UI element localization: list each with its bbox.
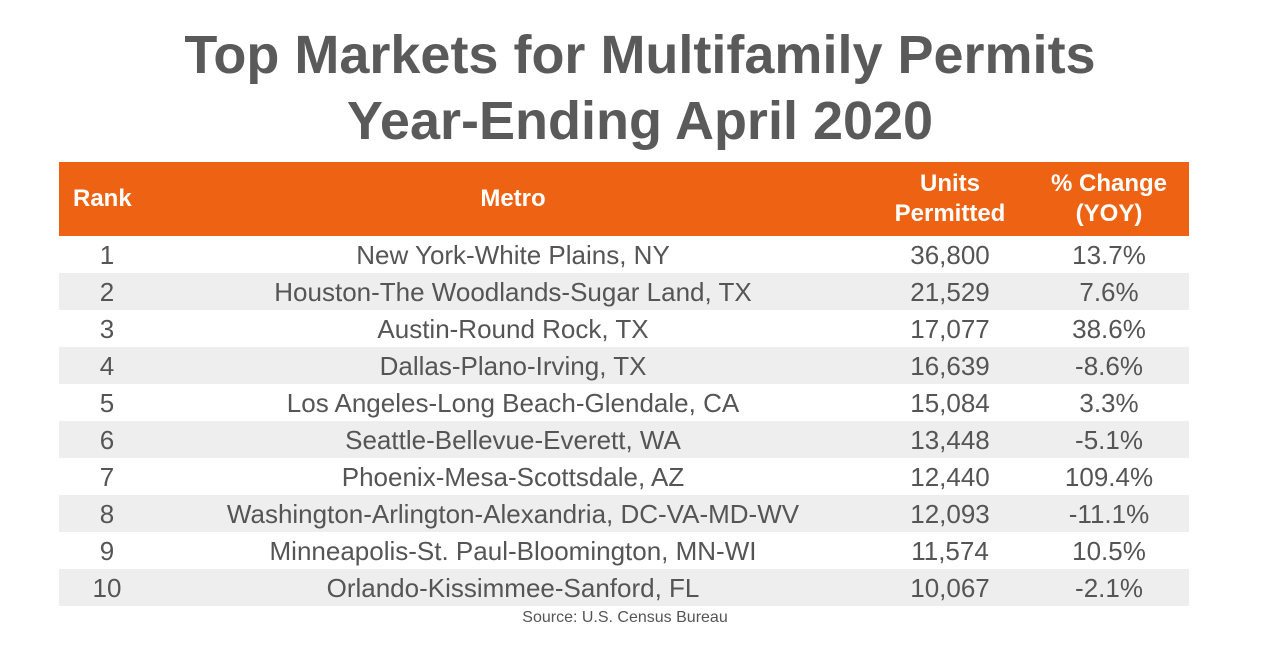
cell-rank: 2 bbox=[59, 273, 155, 310]
chart-title: Top Markets for Multifamily Permits Year… bbox=[0, 22, 1280, 154]
col-header-change: % Change (YOY) bbox=[1029, 162, 1189, 236]
cell-rank: 7 bbox=[99, 461, 115, 492]
cell-units: 11,574 bbox=[911, 535, 989, 566]
title-line-2: Year-Ending April 2020 bbox=[346, 91, 934, 151]
table-row: 4 Dallas-Plano-Irving, TX 16,639 -8.6% bbox=[59, 347, 1189, 384]
cell-metro: Washington-Arlington-Alexandria, DC-VA-M… bbox=[155, 495, 871, 532]
title-line-1: Top Markets for Multifamily Permits bbox=[184, 25, 1096, 85]
col-header-change-line-2: (YOY) bbox=[1075, 200, 1143, 227]
cell-units: 17,077 bbox=[910, 313, 990, 344]
cell-units: 15,084 bbox=[910, 387, 990, 418]
cell-change: 38.6% bbox=[1072, 313, 1146, 344]
cell-metro: Los Angeles-Long Beach-Glendale, CA bbox=[286, 387, 740, 418]
cell-units: 12,440 bbox=[910, 461, 990, 492]
table-body: 1 New York-White Plains, NY 36,800 13.7% 2 Ho… bbox=[59, 236, 1189, 606]
cell-metro: Phoenix-Mesa-Scottsdale, AZ bbox=[341, 461, 685, 492]
cell-metro: Orlando-Kissimmee-Sanford, FL bbox=[155, 569, 871, 606]
table-row: 9 Minneapolis-St. Paul-Bloomington, MN-WI… bbox=[59, 532, 1189, 569]
col-header-units-line-1: Units bbox=[920, 170, 980, 197]
cell-metro: Houston-The Woodlands-Sugar Land, TX bbox=[155, 273, 871, 310]
cell-units: 16,639 bbox=[871, 347, 1029, 384]
cell-units: 13,448 bbox=[871, 421, 1029, 458]
table-row: 1 New York-White Plains, NY 36,800 13.7% bbox=[59, 236, 1189, 273]
cell-change: -11.1% bbox=[1029, 495, 1189, 532]
cell-change: 7.6% bbox=[1029, 273, 1189, 310]
table-row: 6 Seattle-Bellevue-Everett, WA 13,448 -5.1% bbox=[59, 421, 1189, 458]
cell-units: 10,067 bbox=[871, 569, 1029, 606]
cell-change: 3.3% bbox=[1079, 387, 1139, 418]
col-header-change-line-1: % Change bbox=[1050, 170, 1167, 197]
cell-metro: Seattle-Bellevue-Everett, WA bbox=[155, 421, 871, 458]
cell-rank: 4 bbox=[59, 347, 155, 384]
table-row: 10 Orlando-Kissimmee-Sanford, FL 10,067 -2.… bbox=[59, 569, 1189, 606]
cell-rank: 6 bbox=[59, 421, 155, 458]
table-row: 2 Houston-The Woodlands-Sugar Land, TX 21,… bbox=[59, 273, 1189, 310]
col-header-units-line-2: Permitted bbox=[894, 200, 1006, 227]
header-row: Rank Metro Units Permitted % Change (YOY… bbox=[59, 162, 1189, 236]
table-row: 3 Austin-Round Rock, TX 17,077 38.6% bbox=[59, 310, 1189, 347]
cell-metro: Minneapolis-St. Paul-Bloomington, MN-WI bbox=[269, 535, 757, 566]
cell-rank: 1 bbox=[99, 239, 115, 270]
cell-units: 36,800 bbox=[910, 239, 990, 270]
cell-change: 10.5% bbox=[1072, 535, 1146, 566]
cell-rank: 10 bbox=[59, 569, 155, 606]
cell-change: -8.6% bbox=[1029, 347, 1189, 384]
cell-rank: 9 bbox=[99, 535, 115, 566]
col-header-metro: Metro bbox=[155, 162, 871, 236]
cell-change: -2.1% bbox=[1029, 569, 1189, 606]
table-row: 7 Phoenix-Mesa-Scottsdale, AZ 12,440 109.4% bbox=[59, 458, 1189, 495]
cell-metro: New York-White Plains, NY bbox=[356, 239, 670, 270]
cell-change: 13.7% bbox=[1072, 239, 1146, 270]
table-row: 5 Los Angeles-Long Beach-Glendale, CA 15,0… bbox=[59, 384, 1189, 421]
table-row: 8 Washington-Arlington-Alexandria, DC-VA-… bbox=[59, 495, 1189, 532]
source-note: Source: U.S. Census Bureau bbox=[522, 609, 728, 626]
col-header-rank: Rank bbox=[59, 162, 155, 236]
cell-rank: 5 bbox=[99, 387, 115, 418]
col-header-units: Units Permitted bbox=[871, 162, 1029, 236]
cell-change: 109.4% bbox=[1064, 461, 1154, 492]
cell-units: 21,529 bbox=[871, 273, 1029, 310]
cell-change: -5.1% bbox=[1029, 421, 1189, 458]
cell-metro: Dallas-Plano-Irving, TX bbox=[155, 347, 871, 384]
cell-rank: 3 bbox=[99, 313, 115, 344]
cell-rank: 8 bbox=[59, 495, 155, 532]
cell-units: 12,093 bbox=[871, 495, 1029, 532]
cell-metro: Austin-Round Rock, TX bbox=[377, 313, 649, 344]
permits-table: Rank Metro Units Permitted % Change (YOY… bbox=[59, 162, 1189, 606]
